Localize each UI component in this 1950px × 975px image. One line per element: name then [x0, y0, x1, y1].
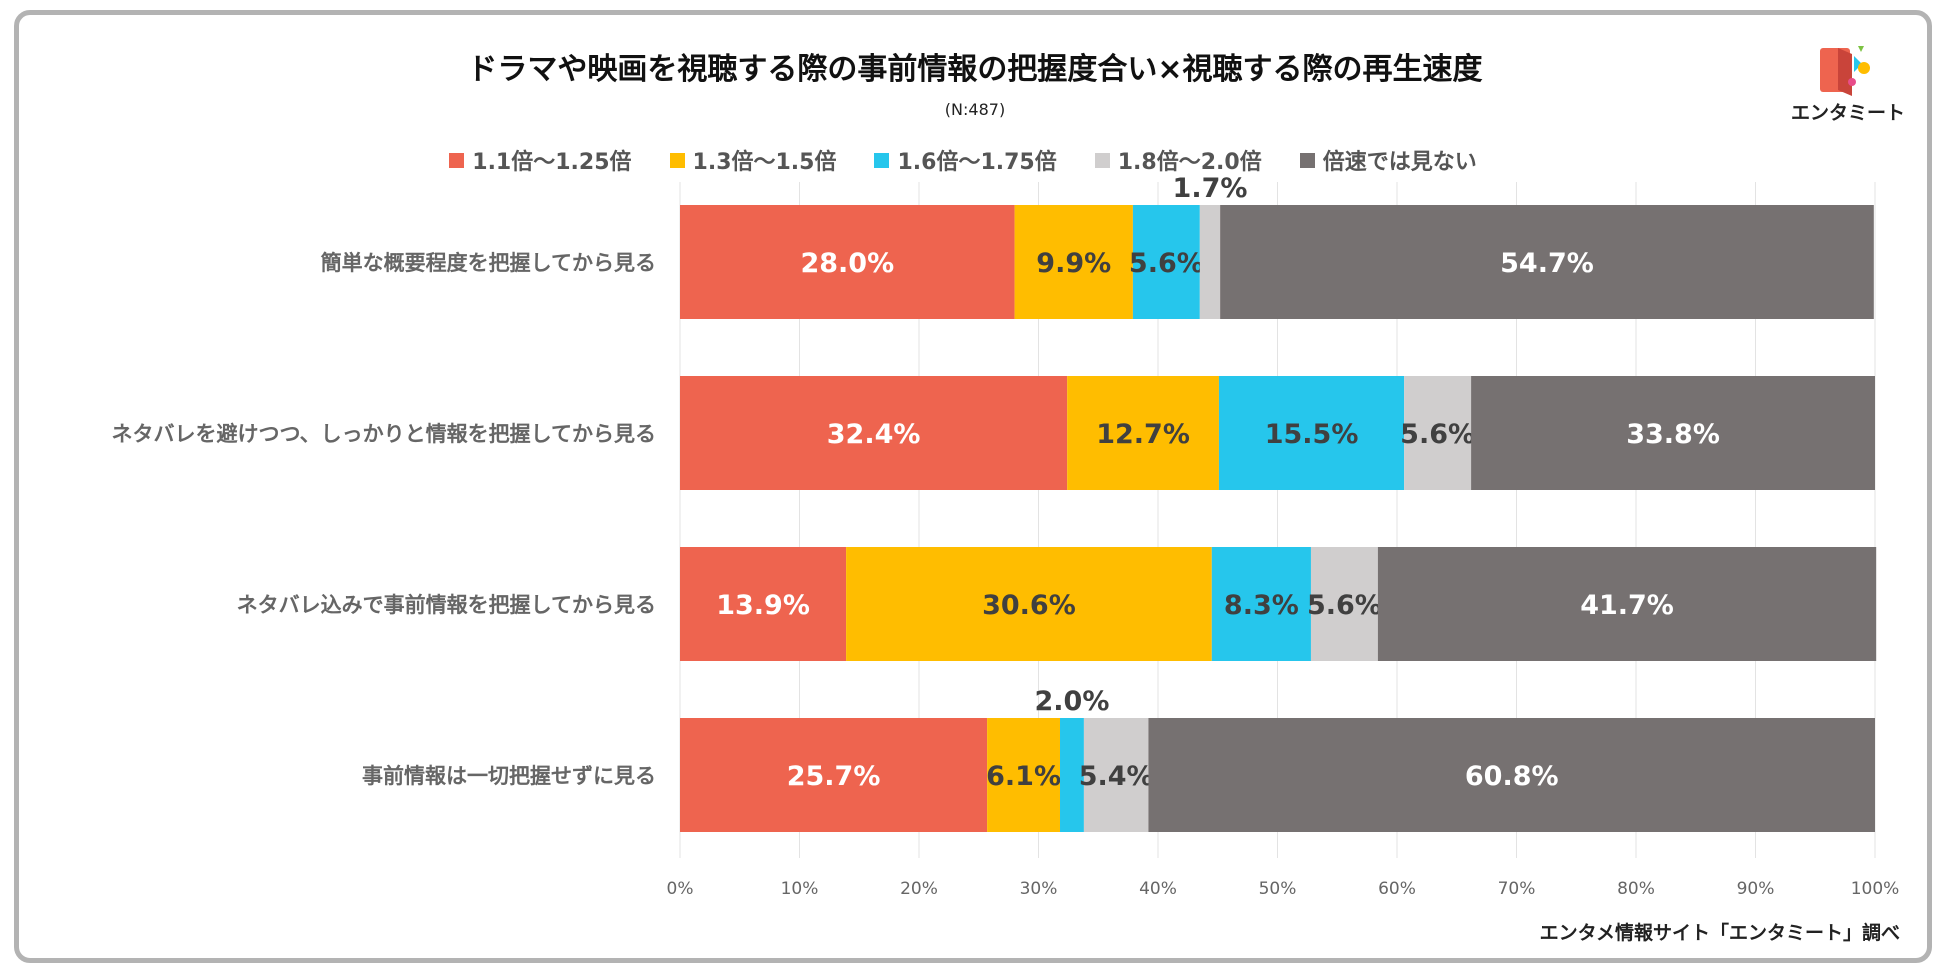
- bar-segment: [1014, 205, 1133, 319]
- chart-subtitle: (N:487): [944, 100, 1006, 119]
- bar-segment: [1132, 205, 1200, 319]
- data-label: 54.7%: [1500, 248, 1594, 279]
- bar-segment: [1060, 718, 1084, 832]
- bar-segment: [1083, 718, 1149, 832]
- x-tick-label: 80%: [1617, 879, 1655, 899]
- bar-segment: [1067, 376, 1219, 490]
- bar-segment: [846, 547, 1212, 661]
- bar-segment: [1148, 718, 1875, 832]
- bar-segment: [680, 205, 1015, 319]
- legend-item: 1.3倍〜1.5倍: [669, 144, 837, 176]
- bar-segment: [1199, 205, 1221, 319]
- legend-item: 倍速では見ない: [1299, 144, 1477, 176]
- data-label: 25.7%: [787, 761, 881, 792]
- data-label: 33.8%: [1626, 419, 1720, 450]
- source-note: エンタメ情報サイト「エンタミート」調べ: [1539, 922, 1900, 944]
- legend: 1.1倍〜1.25倍 1.3倍〜1.5倍 1.6倍〜1.75倍 1.8倍〜2.0…: [0, 144, 1938, 176]
- data-label: 28.0%: [800, 248, 894, 279]
- logo-text: エンタミート: [1790, 102, 1905, 124]
- data-label: 13.9%: [716, 590, 810, 621]
- x-tick-labels: 0% 10% 20% 30% 40% 50% 60% 70% 80% 90% 100%: [667, 879, 1900, 899]
- bar-segment: [1310, 547, 1378, 661]
- x-tick-label: 90%: [1737, 879, 1775, 899]
- category-label: ネタバレを避けつつ、しっかりと情報を把握してから見る: [111, 422, 656, 446]
- bar-segment: [1220, 205, 1874, 319]
- data-label: 8.3%: [1224, 590, 1299, 621]
- legend-label: 1.1倍〜1.25倍: [472, 150, 632, 175]
- data-label: 41.7%: [1580, 590, 1674, 621]
- data-label: 30.6%: [982, 590, 1076, 621]
- bar-segment: [1471, 376, 1875, 490]
- data-label: 5.6%: [1400, 419, 1475, 450]
- category-label: ネタバレ込みで事前情報を把握してから見る: [237, 593, 656, 617]
- legend-item: 1.8倍〜2.0倍: [1094, 144, 1262, 176]
- bar-segment: [1211, 547, 1311, 661]
- legend-swatch: [449, 152, 465, 168]
- category-label: 事前情報は一切把握せずに見る: [362, 764, 656, 788]
- legend-label: 1.8倍〜2.0倍: [1117, 150, 1262, 175]
- legend-label: 倍速では見ない: [1322, 150, 1477, 175]
- chart-title: ドラマや映画を視聴する際の事前情報の把握度合い×視聴する際の再生速度: [467, 52, 1483, 87]
- legend-swatch: [1299, 152, 1315, 168]
- data-label: 5.6%: [1129, 248, 1204, 279]
- data-label: 60.8%: [1465, 761, 1559, 792]
- data-label: 5.4%: [1079, 761, 1154, 792]
- legend-label: 1.3倍〜1.5倍: [692, 150, 837, 175]
- x-tick-label: 60%: [1378, 879, 1416, 899]
- x-tick-label: 20%: [900, 879, 938, 899]
- bar-segment: [680, 718, 988, 832]
- category-label: 簡単な概要程度を把握してから見る: [321, 251, 656, 275]
- data-label: 15.5%: [1265, 419, 1359, 450]
- legend-item: 1.1倍〜1.25倍: [449, 144, 632, 176]
- data-label: 9.9%: [1036, 248, 1111, 279]
- legend-label: 1.6倍〜1.75倍: [897, 150, 1057, 175]
- bars: 28.0% 9.9% 5.6% 1.7% 54.7% 32.4% 12.7% 15.5% 5.6…: [680, 173, 1877, 832]
- x-tick-label: 0%: [667, 879, 694, 899]
- data-label: 32.4%: [827, 419, 921, 450]
- category-labels: 簡単な概要程度を把握してから見るネタバレを避けつつ、しっかりと情報を把握してから…: [111, 251, 656, 788]
- x-tick-label: 70%: [1498, 879, 1536, 899]
- data-label: 2.0%: [1035, 686, 1110, 717]
- x-tick-label: 30%: [1020, 879, 1058, 899]
- x-tick-label: 40%: [1139, 879, 1177, 899]
- data-label: 5.6%: [1307, 590, 1382, 621]
- legend-swatch: [669, 152, 685, 168]
- x-tick-label: 100%: [1851, 879, 1900, 899]
- data-label: 12.7%: [1096, 419, 1190, 450]
- logo-icon: [1820, 46, 1870, 96]
- legend-swatch: [1094, 152, 1110, 168]
- legend-item: 1.6倍〜1.75倍: [874, 144, 1057, 176]
- bar-segment: [1377, 547, 1877, 661]
- legend-swatch: [874, 152, 890, 168]
- bar-segment: [1404, 376, 1472, 490]
- data-label: 6.1%: [986, 761, 1061, 792]
- bar-segment: [680, 547, 847, 661]
- data-label: 1.7%: [1173, 173, 1248, 204]
- bar-segment: [1218, 376, 1405, 490]
- bar-segment: [987, 718, 1061, 832]
- bar-segment: [680, 376, 1068, 490]
- x-tick-label: 10%: [781, 879, 819, 899]
- x-tick-label: 50%: [1259, 879, 1297, 899]
